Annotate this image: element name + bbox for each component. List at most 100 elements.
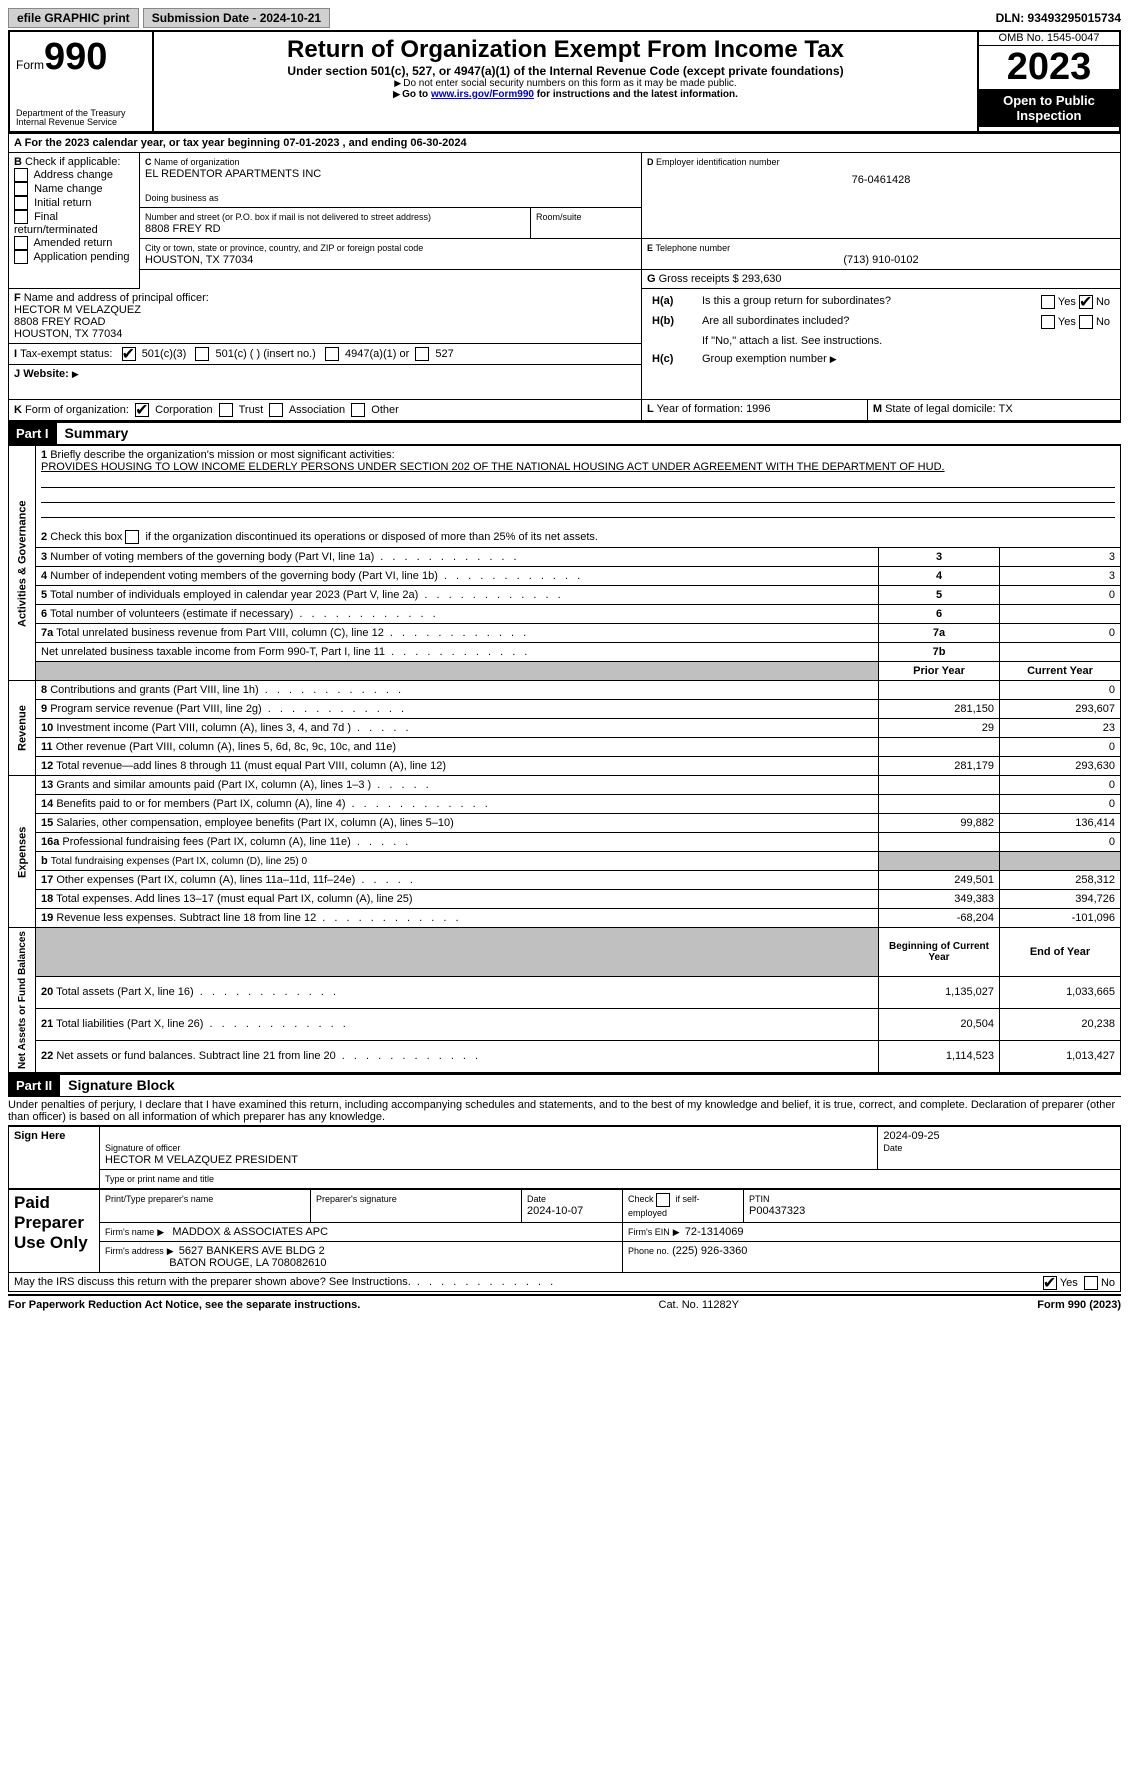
rev9-prior: 281,150 <box>879 700 1000 719</box>
exp18-prior: 349,383 <box>879 890 1000 909</box>
paid-preparer-block: Paid Preparer Use Only Print/Type prepar… <box>8 1189 1121 1273</box>
exp14-prior <box>879 795 1000 814</box>
submission-date: Submission Date - 2024-10-21 <box>143 8 330 28</box>
checkbox-application-pending[interactable] <box>14 250 28 264</box>
exp15-cur: 136,414 <box>1000 814 1121 833</box>
net21-end: 20,238 <box>1000 1008 1121 1040</box>
officer-name: HECTOR M VELAZQUEZ <box>14 304 141 316</box>
firm-phone: (225) 926-3360 <box>672 1245 747 1257</box>
net20-beg: 1,135,027 <box>879 976 1000 1008</box>
rev8-cur: 0 <box>1000 681 1121 700</box>
val-line7a: 0 <box>1000 624 1121 643</box>
page-footer: For Paperwork Reduction Act Notice, see … <box>8 1294 1121 1311</box>
rev12-prior: 281,179 <box>879 757 1000 776</box>
omb-number: OMB No. 1545-0047 <box>979 32 1119 44</box>
checkbox-527[interactable] <box>415 347 429 361</box>
exp19-prior: -68,204 <box>879 909 1000 928</box>
exp17-prior: 249,501 <box>879 871 1000 890</box>
net22-beg: 1,114,523 <box>879 1040 1000 1072</box>
checkbox-discuss-no[interactable] <box>1084 1276 1098 1290</box>
side-label-net-assets: Net Assets or Fund Balances <box>9 928 36 1073</box>
checkbox-501c3[interactable] <box>122 347 136 361</box>
form-title: Return of Organization Exempt From Incom… <box>160 36 971 64</box>
rev10-cur: 23 <box>1000 719 1121 738</box>
top-bar: efile GRAPHIC print Submission Date - 20… <box>8 8 1121 28</box>
checkbox-hb-yes[interactable] <box>1041 315 1055 329</box>
firm-address-2: BATON ROUGE, LA 708082610 <box>169 1257 326 1269</box>
checkbox-final-return[interactable] <box>14 210 28 224</box>
signature-block: Sign Here Signature of officerHECTOR M V… <box>8 1125 1121 1189</box>
net20-end: 1,033,665 <box>1000 976 1121 1008</box>
val-line6 <box>1000 605 1121 624</box>
form-subtitle-1: Under section 501(c), 527, or 4947(a)(1)… <box>160 64 971 78</box>
exp13-cur: 0 <box>1000 776 1121 795</box>
rev11-cur: 0 <box>1000 738 1121 757</box>
form-subtitle-2: Do not enter social security numbers on … <box>160 78 971 89</box>
irs-label: Internal Revenue Service <box>16 118 146 127</box>
paid-preparer-label: Paid Preparer Use Only <box>9 1190 100 1273</box>
city-state-zip: HOUSTON, TX 77034 <box>145 254 253 266</box>
val-line7b <box>1000 643 1121 662</box>
mission-text: PROVIDES HOUSING TO LOW INCOME ELDERLY P… <box>41 461 945 473</box>
irs-link[interactable]: www.irs.gov/Form990 <box>431 89 534 100</box>
checkbox-association[interactable] <box>269 403 283 417</box>
val-line5: 0 <box>1000 586 1121 605</box>
summary-table: Activities & Governance 1 Briefly descri… <box>8 445 1121 1073</box>
street-address: 8808 FREY RD <box>145 223 221 235</box>
rev12-cur: 293,630 <box>1000 757 1121 776</box>
checkbox-ha-yes[interactable] <box>1041 295 1055 309</box>
side-label-expenses: Expenses <box>9 776 36 928</box>
preparer-date: 2024-10-07 <box>527 1205 583 1217</box>
officer-addr2: HOUSTON, TX 77034 <box>14 328 122 340</box>
checkbox-4947[interactable] <box>325 347 339 361</box>
checkbox-corporation[interactable] <box>135 403 149 417</box>
checkbox-501c[interactable] <box>195 347 209 361</box>
exp16b-prior <box>879 852 1000 871</box>
rev11-prior <box>879 738 1000 757</box>
perjury-statement: Under penalties of perjury, I declare th… <box>8 1097 1121 1125</box>
discuss-with-preparer: May the IRS discuss this return with the… <box>8 1273 1121 1292</box>
rev10-prior: 29 <box>879 719 1000 738</box>
checkbox-ha-no[interactable] <box>1079 295 1093 309</box>
rev9-cur: 293,607 <box>1000 700 1121 719</box>
checkbox-name-change[interactable] <box>14 182 28 196</box>
checkbox-discuss-yes[interactable] <box>1043 1276 1057 1290</box>
checkbox-address-change[interactable] <box>14 168 28 182</box>
part-1-header: Part ISummary <box>8 421 1121 445</box>
dln-number: DLN: 93493295015734 <box>996 11 1121 25</box>
net21-beg: 20,504 <box>879 1008 1000 1040</box>
checkbox-discontinued[interactable] <box>125 530 139 544</box>
exp19-cur: -101,096 <box>1000 909 1121 928</box>
form-subtitle-3: Go to www.irs.gov/Form990 for instructio… <box>160 89 971 100</box>
val-line3: 3 <box>1000 548 1121 567</box>
checkbox-other-org[interactable] <box>351 403 365 417</box>
ptin: P00437323 <box>749 1205 805 1217</box>
checkbox-self-employed[interactable] <box>656 1193 670 1207</box>
gross-receipts: 293,630 <box>742 273 782 285</box>
exp18-cur: 394,726 <box>1000 890 1121 909</box>
exp16a-cur: 0 <box>1000 833 1121 852</box>
exp16b-cur <box>1000 852 1121 871</box>
firm-address-1: 5627 BANKERS AVE BLDG 2 <box>179 1245 325 1257</box>
officer-signature-name: HECTOR M VELAZQUEZ PRESIDENT <box>105 1154 298 1166</box>
officer-sign-date: 2024-09-25 <box>883 1130 939 1142</box>
checkbox-initial-return[interactable] <box>14 196 28 210</box>
exp14-cur: 0 <box>1000 795 1121 814</box>
checkbox-trust[interactable] <box>219 403 233 417</box>
side-label-revenue: Revenue <box>9 681 36 776</box>
net22-end: 1,013,427 <box>1000 1040 1121 1072</box>
checkbox-amended-return[interactable] <box>14 236 28 250</box>
checkbox-hb-no[interactable] <box>1079 315 1093 329</box>
year-formation: 1996 <box>746 403 770 415</box>
ein: 76-0461428 <box>647 168 1115 192</box>
officer-addr1: 8808 FREY ROAD <box>14 316 106 328</box>
sign-here-label: Sign Here <box>9 1126 100 1189</box>
side-label-governance: Activities & Governance <box>9 446 36 681</box>
org-name: EL REDENTOR APARTMENTS INC <box>145 168 321 180</box>
tax-year-line: A For the 2023 calendar year, or tax yea… <box>9 134 1121 153</box>
form-number: Form990 <box>16 36 146 79</box>
firm-ein: 72-1314069 <box>685 1226 744 1238</box>
exp16a-prior <box>879 833 1000 852</box>
exp13-prior <box>879 776 1000 795</box>
efile-print-button[interactable]: efile GRAPHIC print <box>8 8 139 28</box>
